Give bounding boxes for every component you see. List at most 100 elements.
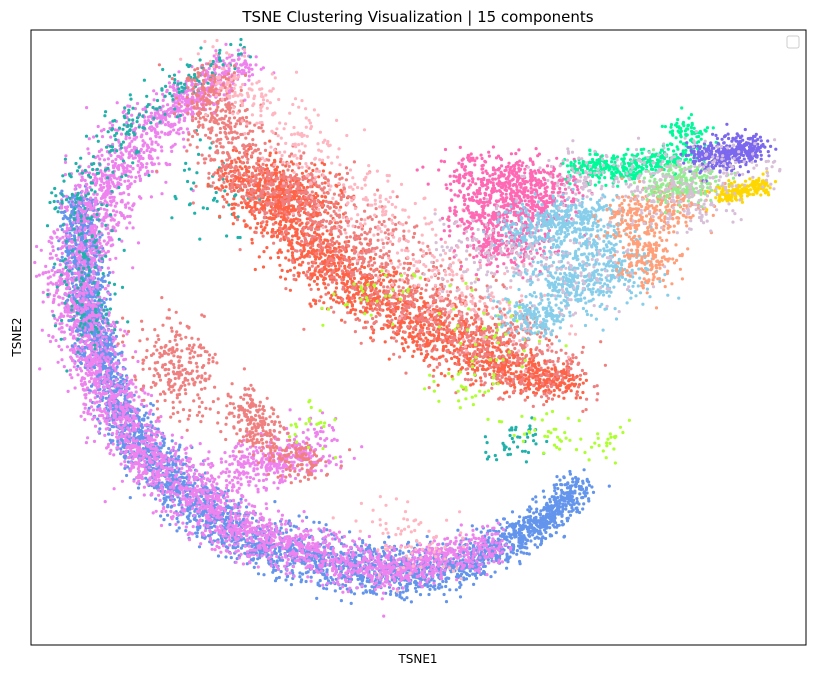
scatter-point	[548, 533, 552, 537]
scatter-point	[71, 293, 75, 297]
scatter-point	[579, 485, 583, 489]
scatter-point	[401, 590, 405, 594]
scatter-point	[143, 141, 147, 145]
scatter-point	[71, 253, 75, 257]
scatter-point	[186, 99, 190, 103]
scatter-point	[344, 583, 348, 588]
chart-title: TSNE Clustering Visualization | 15 compo…	[241, 8, 593, 26]
scatter-point	[553, 525, 557, 529]
scatter-point	[153, 113, 157, 117]
scatter-point	[303, 562, 307, 566]
scatter-point	[97, 149, 101, 154]
scatter-point	[111, 357, 115, 361]
scatter-point	[533, 543, 537, 547]
scatter-point	[486, 538, 490, 542]
scatter-point	[64, 154, 68, 158]
scatter-point	[510, 510, 515, 514]
scatter-point	[172, 86, 176, 90]
scatter-point	[458, 595, 463, 599]
scatter-point	[60, 255, 64, 259]
scatter-point	[561, 507, 565, 511]
scatter-point	[102, 181, 106, 185]
scatter-point	[169, 505, 173, 509]
scatter-point	[154, 92, 159, 96]
scatter-point	[394, 553, 398, 557]
scatter-point	[538, 526, 543, 530]
scatter-point	[98, 427, 102, 431]
scatter-point	[145, 131, 149, 135]
scatter-point	[164, 180, 168, 184]
scatter-point	[123, 146, 127, 150]
scatter-point	[76, 364, 80, 368]
scatter-point	[407, 549, 411, 554]
scatter-point	[309, 575, 313, 579]
scatter-point	[289, 528, 293, 532]
scatter-point	[133, 179, 137, 184]
scatter-point	[179, 109, 183, 113]
scatter-point	[566, 482, 570, 486]
scatter-point	[199, 90, 203, 95]
scatter-point	[169, 111, 173, 115]
scatter-point	[252, 565, 256, 570]
scatter-point	[87, 137, 91, 141]
scatter-point	[584, 486, 589, 490]
scatter-point	[224, 545, 228, 549]
scatter-point	[442, 592, 446, 597]
scatter-point	[157, 162, 161, 166]
scatter-point	[64, 249, 68, 253]
scatter-point	[521, 518, 526, 522]
scatter-point	[111, 270, 115, 274]
scatter-point	[470, 524, 474, 528]
scatter-point	[447, 562, 451, 566]
scatter-point	[128, 136, 132, 140]
scatter-point	[534, 500, 538, 504]
scatter-point	[322, 586, 326, 590]
scatter-point	[162, 518, 166, 522]
scatter-point	[175, 529, 179, 533]
scatter-point	[551, 518, 555, 522]
scatter-point	[110, 424, 114, 429]
scatter-point	[125, 168, 129, 173]
scatter-point	[148, 137, 153, 141]
scatter-point	[575, 497, 579, 501]
scatter-point	[181, 137, 186, 141]
scatter-point	[339, 599, 343, 603]
scatter-point	[140, 133, 144, 137]
scatter-point	[152, 89, 156, 93]
scatter-point	[576, 480, 580, 484]
scatter-point	[151, 412, 155, 416]
scatter-point	[544, 530, 548, 535]
scatter-point	[144, 411, 148, 415]
scatter-point	[50, 268, 54, 272]
scatter-point	[178, 117, 182, 122]
scatter-point	[371, 591, 375, 595]
scatter-point	[55, 235, 59, 239]
scatter-point	[220, 540, 224, 544]
scatter-point	[115, 101, 119, 105]
scatter-point	[505, 566, 509, 570]
scatter-point	[512, 533, 516, 537]
scatter-point	[247, 67, 251, 71]
scatter-point	[572, 502, 576, 506]
scatter-point	[128, 142, 132, 146]
scatter-point	[575, 510, 579, 514]
scatter-point	[146, 146, 150, 150]
scatter-point	[573, 491, 577, 495]
scatter-point	[398, 549, 402, 553]
scatter-point	[532, 530, 537, 535]
scatter-point	[250, 73, 255, 77]
scatter-point	[224, 522, 228, 526]
scatter-point	[532, 511, 536, 515]
scatter-point	[444, 584, 448, 589]
scatter-point	[123, 456, 127, 460]
scatter-point	[535, 535, 539, 539]
scatter-point	[438, 582, 442, 586]
scatter-point	[236, 66, 240, 70]
scatter-point	[105, 201, 109, 205]
scatter-point	[139, 162, 143, 166]
scatter-point	[188, 519, 192, 523]
scatter-point	[98, 157, 102, 161]
scatter-point	[184, 529, 188, 533]
scatter-point	[538, 512, 542, 516]
